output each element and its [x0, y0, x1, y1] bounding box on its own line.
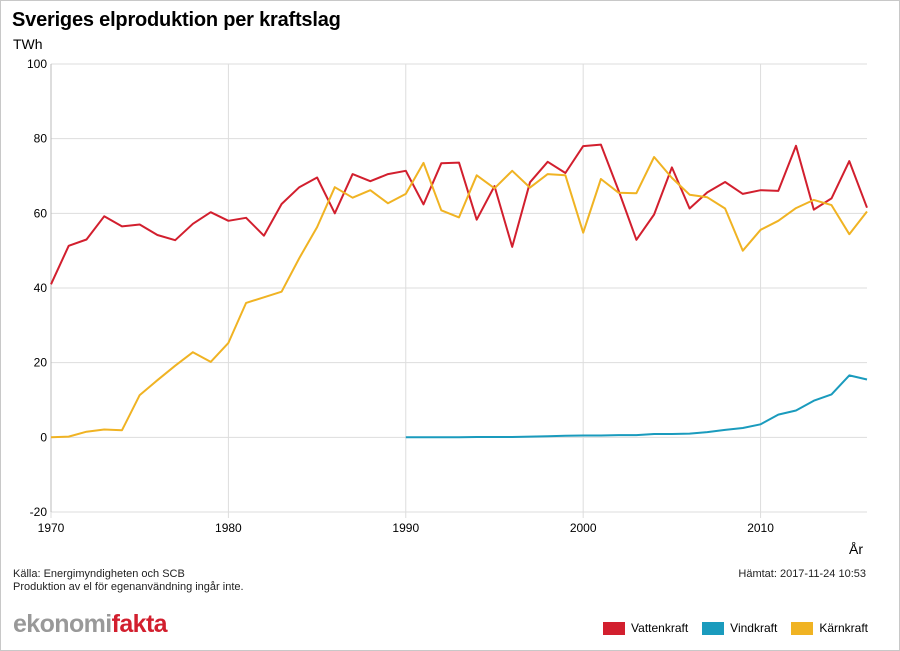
x-tick-label-1980: 1980 [215, 521, 242, 535]
legend-label-karnkraft: Kärnkraft [819, 621, 868, 635]
fetched-timestamp: Hämtat: 2017-11-24 10:53 [738, 568, 866, 580]
y-axis-unit: TWh [13, 36, 43, 52]
series-line-vattenkraft [50, 143, 868, 285]
series-line-vindkraft [405, 374, 868, 439]
y-tick-label-40: 40 [34, 281, 48, 295]
legend-item-karnkraft[interactable]: Kärnkraft [791, 621, 868, 635]
legend-item-vindkraft[interactable]: Vindkraft [702, 621, 777, 635]
production-note: Produktion av el för egenanvändning ingå… [13, 581, 244, 593]
x-axis-ticks: 1970 1980 1990 2000 2010 [38, 521, 775, 535]
legend-label-vindkraft: Vindkraft [730, 621, 778, 635]
ekonomifakta-logo[interactable]: ekonomifakta [13, 610, 168, 639]
x-axis-label: År [849, 541, 863, 557]
legend-swatch-vattenkraft [603, 621, 626, 635]
chart-title: Sveriges elproduktion per kraftslag [12, 9, 341, 31]
y-tick-label-80: 80 [34, 132, 48, 146]
series-lines [50, 143, 868, 439]
legend-label-vattenkraft: Vattenkraft [631, 621, 689, 635]
source-note: Källa: Energimyndigheten och SCB [13, 568, 185, 580]
legend: Vattenkraft Vindkraft Kärnkraft [603, 621, 868, 635]
y-axis-ticks: -20 0 20 40 60 80 100 [27, 57, 47, 519]
y-tick-label-20: 20 [34, 356, 48, 370]
y-tick-label-60: 60 [34, 206, 48, 220]
y-tick-label--20: -20 [30, 505, 48, 519]
grid-lines [50, 63, 867, 518]
y-tick-label-0: 0 [40, 430, 47, 444]
x-tick-label-2000: 2000 [570, 521, 597, 535]
logo-part-ekonomi: ekonomi [13, 610, 112, 638]
legend-swatch-vindkraft [702, 621, 725, 635]
x-tick-label-1970: 1970 [38, 521, 65, 535]
legend-swatch-karnkraft [791, 621, 814, 635]
legend-item-vattenkraft[interactable]: Vattenkraft [603, 621, 688, 635]
y-tick-label-100: 100 [27, 57, 47, 71]
series-line-karnkraft [50, 156, 868, 439]
x-tick-label-1990: 1990 [392, 521, 419, 535]
logo-part-fakta: fakta [111, 610, 168, 638]
x-tick-label-2010: 2010 [747, 521, 774, 535]
